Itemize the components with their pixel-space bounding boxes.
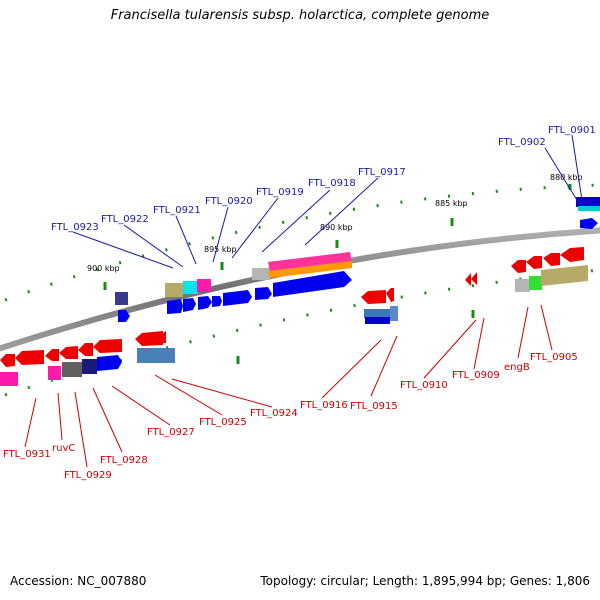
gene-arrow xyxy=(135,331,163,346)
bottom-leader-lines xyxy=(24,304,553,468)
gene-feature xyxy=(268,261,352,278)
gene-label: FTL_0905 xyxy=(530,352,578,363)
gene-arrow xyxy=(78,343,93,356)
gene-arrow xyxy=(465,273,471,286)
gene-label: FTL_0929 xyxy=(64,470,112,481)
gene-arrow xyxy=(526,256,542,269)
topology-summary: Topology: circular; Length: 1,895,994 bp… xyxy=(260,574,590,588)
gene-arrow xyxy=(511,260,526,273)
map-title: Francisella tularensis subsp. holarctica… xyxy=(110,8,490,23)
gene-label: engB xyxy=(504,362,530,373)
tick-label: 900 kbp xyxy=(87,264,120,273)
gene-feature xyxy=(252,268,270,280)
gene-label: FTL_0931 xyxy=(3,449,51,460)
gene-feature xyxy=(115,292,128,305)
tick-label: 885 kbp xyxy=(435,199,468,208)
gene-feature xyxy=(165,283,183,297)
gene-label: FTL_0916 xyxy=(300,400,348,411)
gene-arrow xyxy=(0,354,15,367)
gene-label: FTL_0918 xyxy=(308,178,356,189)
gene-feature xyxy=(576,197,600,207)
gene-arrow xyxy=(386,288,394,302)
gene-label: FTL_0917 xyxy=(358,167,406,178)
gene-feature xyxy=(0,372,18,386)
gene-label: FTL_0901 xyxy=(548,125,596,136)
gene-label: ruvC xyxy=(52,443,75,454)
gene-arrow xyxy=(361,290,386,304)
gene-feature xyxy=(48,366,61,380)
gene-feature xyxy=(137,348,175,363)
tick-label: 890 kbp xyxy=(320,223,353,232)
gene-arrow xyxy=(93,339,122,353)
gene-arrow xyxy=(97,355,122,371)
tick-label: 895 kbp xyxy=(204,245,237,254)
gene-feature xyxy=(365,317,390,324)
major-ticks xyxy=(103,184,572,364)
gene-label: FTL_0922 xyxy=(101,214,149,225)
gene-label: FTL_0902 xyxy=(498,137,546,148)
gene-label: FTL_0925 xyxy=(199,417,247,428)
gene-arrow xyxy=(163,331,166,343)
gene-label: FTL_0921 xyxy=(153,205,201,216)
gene-arrow xyxy=(118,310,130,322)
gene-arrow xyxy=(560,247,584,262)
gene-label: FTL_0909 xyxy=(452,370,500,381)
gene-arrow xyxy=(543,253,560,266)
gene-arrow xyxy=(212,296,222,307)
gene-feature xyxy=(578,206,600,211)
gene-arrow xyxy=(255,287,272,300)
gene-arrow xyxy=(45,349,59,361)
gene-arrow xyxy=(471,272,477,285)
gene-arrow xyxy=(273,271,352,297)
tick-label: 880 kbp xyxy=(550,173,583,182)
gene-label: FTL_0928 xyxy=(100,455,148,466)
gene-label: FTL_0919 xyxy=(256,187,304,198)
gene-arrow xyxy=(183,298,196,312)
gene-arrow xyxy=(198,296,212,310)
gene-arrow xyxy=(59,346,78,359)
gene-arrow xyxy=(167,299,183,314)
forward-genes xyxy=(115,197,600,322)
gene-label: FTL_0923 xyxy=(51,222,99,233)
gene-feature xyxy=(197,279,211,292)
gene-arrow xyxy=(223,290,252,306)
gene-label: FTL_0910 xyxy=(400,380,448,391)
gene-label: FTL_0915 xyxy=(350,401,398,412)
gene-feature xyxy=(183,281,198,294)
top-leader-lines xyxy=(72,134,583,269)
gene-feature xyxy=(515,279,530,292)
gene-feature xyxy=(82,359,97,374)
gene-feature xyxy=(268,252,352,272)
gene-feature xyxy=(364,309,390,318)
gene-arrow xyxy=(15,350,44,365)
gene-feature xyxy=(390,306,398,321)
accession-text: Accession: NC_007880 xyxy=(10,574,147,588)
gene-feature xyxy=(62,362,82,377)
gene-arrow xyxy=(580,218,598,229)
gene-label: FTL_0924 xyxy=(250,408,298,419)
gene-label: FTL_0927 xyxy=(147,427,195,438)
gene-label: FTL_0920 xyxy=(205,196,253,207)
gene-feature xyxy=(529,276,542,290)
gene-feature xyxy=(541,265,588,286)
reverse-genes xyxy=(0,247,588,386)
